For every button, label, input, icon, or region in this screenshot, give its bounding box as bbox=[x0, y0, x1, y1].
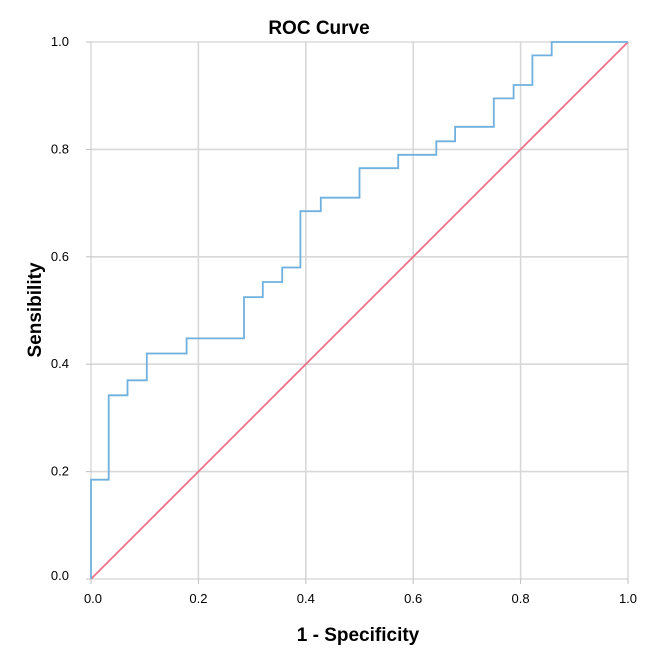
plot-frame bbox=[90, 41, 629, 580]
y-tick-label: 0.8 bbox=[51, 141, 69, 156]
y-tick-label: 0.0 bbox=[51, 568, 69, 583]
x-axis-title: 1 - Specificity bbox=[297, 625, 420, 646]
grid-layer bbox=[91, 42, 628, 579]
y-tick-label: 1.0 bbox=[51, 34, 69, 49]
y-tick-label: 0.4 bbox=[51, 356, 69, 371]
tick-layer: 0.0 0.2 0.4 0.6 0.8 1.0 0.0 0.2 0.4 0.6 0.8 1.0 bbox=[51, 34, 637, 606]
x-tick-label: 0.2 bbox=[189, 591, 207, 606]
x-tick-label: 0.8 bbox=[512, 591, 530, 606]
series-line-roc bbox=[90, 41, 628, 579]
x-tick-label: 0.0 bbox=[84, 591, 102, 606]
y-tick-label: 0.2 bbox=[51, 464, 69, 479]
series-line-reference-line bbox=[90, 41, 629, 580]
x-tick-label: 1.0 bbox=[619, 591, 637, 606]
y-tick-label: 0.6 bbox=[51, 249, 69, 264]
x-tick-label: 0.6 bbox=[404, 591, 422, 606]
y-axis-title: Sensibility bbox=[25, 262, 46, 357]
chart-title: ROC Curve bbox=[268, 18, 369, 39]
series-layer bbox=[90, 41, 629, 580]
x-tick-label: 0.4 bbox=[297, 591, 315, 606]
